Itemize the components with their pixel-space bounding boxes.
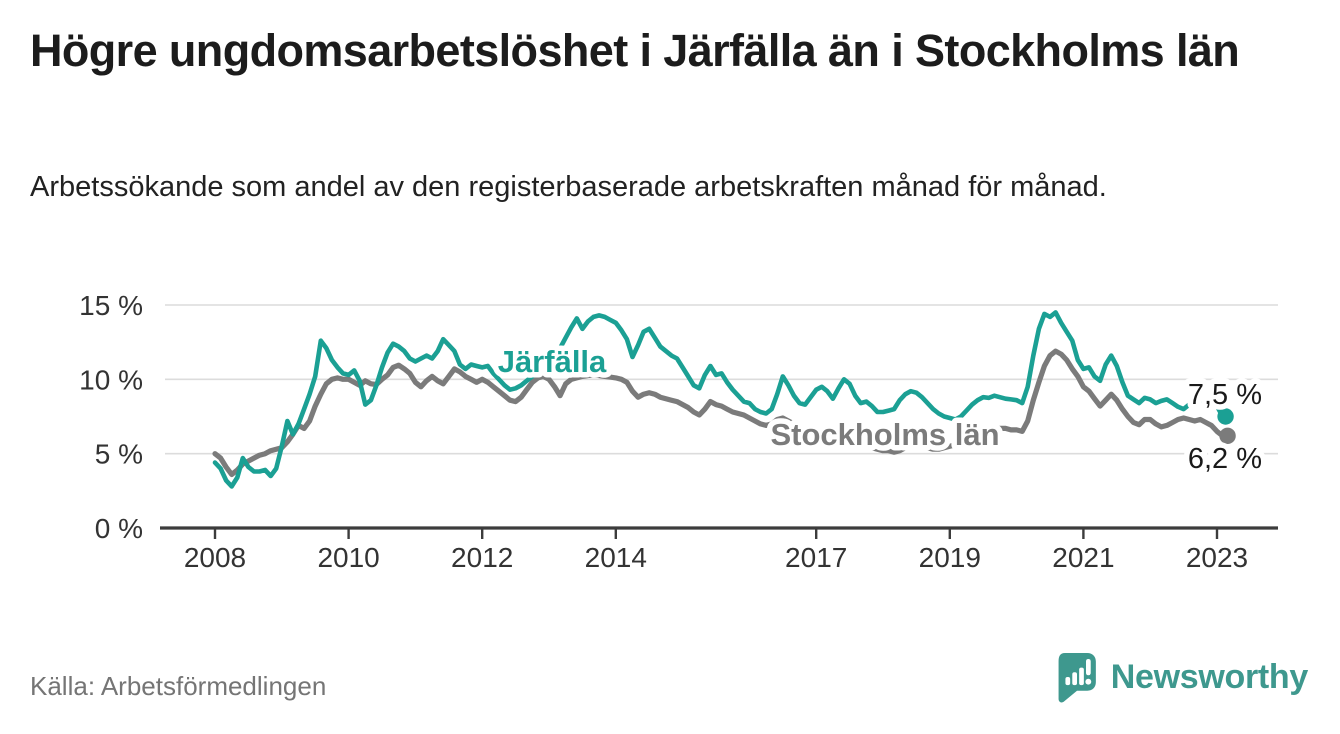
newsworthy-bubble-chart-icon — [1053, 648, 1101, 706]
x-axis-tick-label: 2014 — [585, 542, 647, 573]
y-axis-tick-label: 10 % — [79, 364, 143, 395]
jarfalla-end-dot — [1217, 408, 1234, 425]
x-axis-tick-label: 2023 — [1186, 542, 1248, 573]
y-axis-tick-label: 15 % — [79, 290, 143, 321]
stockholm-line — [212, 348, 1226, 478]
newsworthy-logo[interactable]: Newsworthy — [1053, 648, 1308, 706]
page-title: Högre ungdomsarbetslöshet i Järfälla än … — [30, 25, 1240, 76]
x-axis-tick-label: 2012 — [451, 542, 513, 573]
y-axis-tick-label: 5 % — [95, 439, 143, 470]
x-axis-tick-label: 2019 — [919, 542, 981, 573]
chart-canvas: 0 % 5 % 10 % 15 % 2008 2010 2012 2014 2017 2019 20… — [79, 290, 1278, 573]
series-label-jarfalla: Järfälla — [498, 344, 607, 379]
unemployment-line-chart: 0 % 5 % 10 % 15 % 2008 2010 2012 2014 2017 2019 20… — [0, 275, 1340, 595]
x-axis-tick-label: 2017 — [785, 542, 847, 573]
x-axis-tick-label: 2010 — [317, 542, 379, 573]
stockholm-end-label: 6,2 % — [1188, 443, 1262, 475]
x-axis-tick-label: 2008 — [184, 542, 246, 573]
x-axis-tick-label: 2021 — [1052, 542, 1114, 573]
stockholm-end-dot — [1219, 427, 1236, 445]
chart-subtitle: Arbetssökande som andel av den registerb… — [30, 171, 1107, 203]
jarfalla-end-label: 7,5 % — [1188, 379, 1262, 411]
newsworthy-logo-text: Newsworthy — [1110, 657, 1309, 696]
y-axis-tick-label: 0 % — [95, 513, 143, 544]
source-attribution: Källa: Arbetsförmedlingen — [30, 671, 327, 701]
jarfalla-line — [212, 310, 1225, 489]
series-label-stockholm: Stockholms län — [770, 417, 999, 452]
